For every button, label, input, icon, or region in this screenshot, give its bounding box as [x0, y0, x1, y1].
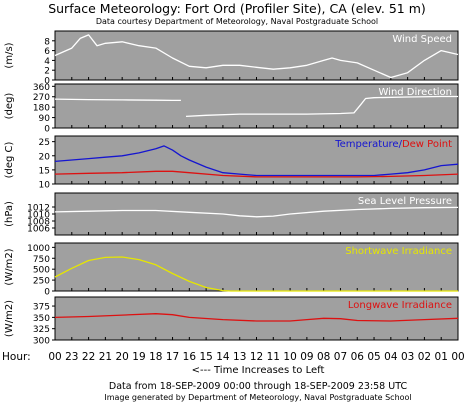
x-tick-label: 14 — [216, 351, 230, 363]
y-tick-label: 0 — [44, 125, 50, 135]
panel-title: Wind Direction — [379, 87, 453, 98]
y-tick-label: 250 — [33, 277, 50, 287]
y-tick-label: 1010 — [27, 211, 50, 221]
x-tick-label: 11 — [267, 351, 280, 363]
hour-axis-label: Hour: — [2, 351, 31, 363]
x-tick-label: 00 — [451, 351, 464, 363]
x-tick-label: 09 — [300, 351, 313, 363]
panel-background — [54, 30, 459, 81]
y-tick-label: 4 — [44, 57, 50, 67]
series-line — [185, 95, 458, 118]
legend-entry: Temperature/ — [334, 139, 402, 150]
y-axis-label: (W/m2) — [4, 300, 15, 337]
x-tick-label: 06 — [351, 351, 365, 363]
y-tick-label: 1008 — [27, 218, 50, 228]
y-tick-label: 2 — [44, 67, 50, 77]
panel-background — [54, 192, 459, 236]
series-line — [54, 145, 459, 177]
y-tick-label: 15 — [39, 166, 50, 176]
date-range-text: Data from 18-SEP-2009 00:00 through 18-S… — [109, 381, 408, 392]
x-tick-label: 16 — [183, 351, 197, 363]
panel-background — [54, 83, 459, 129]
y-tick-label: 1006 — [27, 225, 50, 235]
x-tick-label: 23 — [65, 351, 78, 363]
y-tick-label: 750 — [33, 255, 50, 265]
y-tick-label: 300 — [33, 337, 50, 347]
series-line — [54, 98, 181, 102]
y-axis-label: (W/m2) — [4, 248, 15, 285]
generated-by-text: Image generated by Department of Meteoro… — [104, 393, 411, 402]
panel-title: Wind Speed — [392, 34, 452, 45]
series-line — [54, 256, 458, 292]
x-tick-label: 00 — [48, 351, 61, 363]
y-tick-label: 1000 — [27, 244, 50, 254]
x-tick-label: 18 — [149, 351, 162, 363]
y-tick-label: 8 — [44, 37, 50, 47]
y-axis-label: (m/s) — [4, 42, 15, 68]
panel-title: Longwave Irradiance — [348, 300, 452, 311]
y-tick-label: 1012 — [27, 204, 50, 214]
x-tick-label: 13 — [233, 351, 246, 363]
x-tick-label: 10 — [283, 351, 296, 363]
panel-background — [54, 242, 459, 292]
x-tick-label: 15 — [199, 351, 212, 363]
panel-title: Temperature/Dew Point — [334, 139, 452, 150]
figure-title: Surface Meteorology: Fort Ord (Profiler … — [48, 1, 426, 16]
x-tick-label: 05 — [367, 351, 380, 363]
y-tick-label: 350 — [33, 314, 50, 324]
y-tick-label: 0 — [44, 77, 50, 87]
y-axis-label: (deg) — [4, 93, 15, 120]
panel-title: Shortwave Irradiance — [345, 246, 452, 257]
x-tick-label: 07 — [334, 351, 347, 363]
y-tick-label: 6 — [44, 47, 50, 57]
panel-3: 10 15 20 25 (deg C) Temperature/Dew Point — [4, 135, 459, 191]
figure-subtitle: Data courtesy Department of Meteorology,… — [96, 17, 378, 26]
y-tick-label: 180 — [33, 104, 50, 114]
y-tick-label: 325 — [33, 325, 50, 335]
x-tick-label: 02 — [418, 351, 431, 363]
x-tick-label: 20 — [115, 351, 128, 363]
series-line — [54, 170, 459, 178]
y-tick-label: 90 — [39, 114, 51, 124]
time-direction-label: <--- Time Increases to Left — [192, 365, 325, 376]
x-tick-label: 22 — [82, 351, 95, 363]
panel-title: Sea Level Pressure — [358, 196, 452, 207]
x-tick-label: 12 — [250, 351, 263, 363]
y-tick-label: 0 — [44, 288, 50, 298]
y-tick-label: 25 — [39, 138, 50, 148]
x-tick-label: 17 — [166, 351, 179, 363]
x-tick-label: 08 — [317, 351, 330, 363]
y-axis-label: (deg C) — [4, 141, 15, 178]
y-tick-label: 500 — [33, 266, 50, 276]
x-tick-label: 04 — [384, 351, 398, 363]
series-line — [54, 206, 459, 218]
x-tick-label: 03 — [401, 351, 414, 363]
legend-entry: Dew Point — [402, 139, 452, 150]
hour-axis: Hour: 00 23 22 21 20 19 18 17 16 15 14 13 12 11 10 09 08… — [2, 351, 465, 363]
x-tick-label: 21 — [99, 351, 112, 363]
series-line — [54, 34, 459, 79]
y-tick-label: 20 — [39, 152, 51, 162]
y-tick-label: 10 — [39, 181, 51, 191]
y-tick-label: 375 — [33, 303, 50, 313]
series-line — [54, 313, 459, 322]
y-axis-label: (hPa) — [4, 201, 15, 227]
x-tick-label: 01 — [435, 351, 448, 363]
y-tick-label: 360 — [33, 83, 50, 93]
y-tick-label: 270 — [33, 93, 50, 103]
x-tick-label: 19 — [132, 351, 145, 363]
